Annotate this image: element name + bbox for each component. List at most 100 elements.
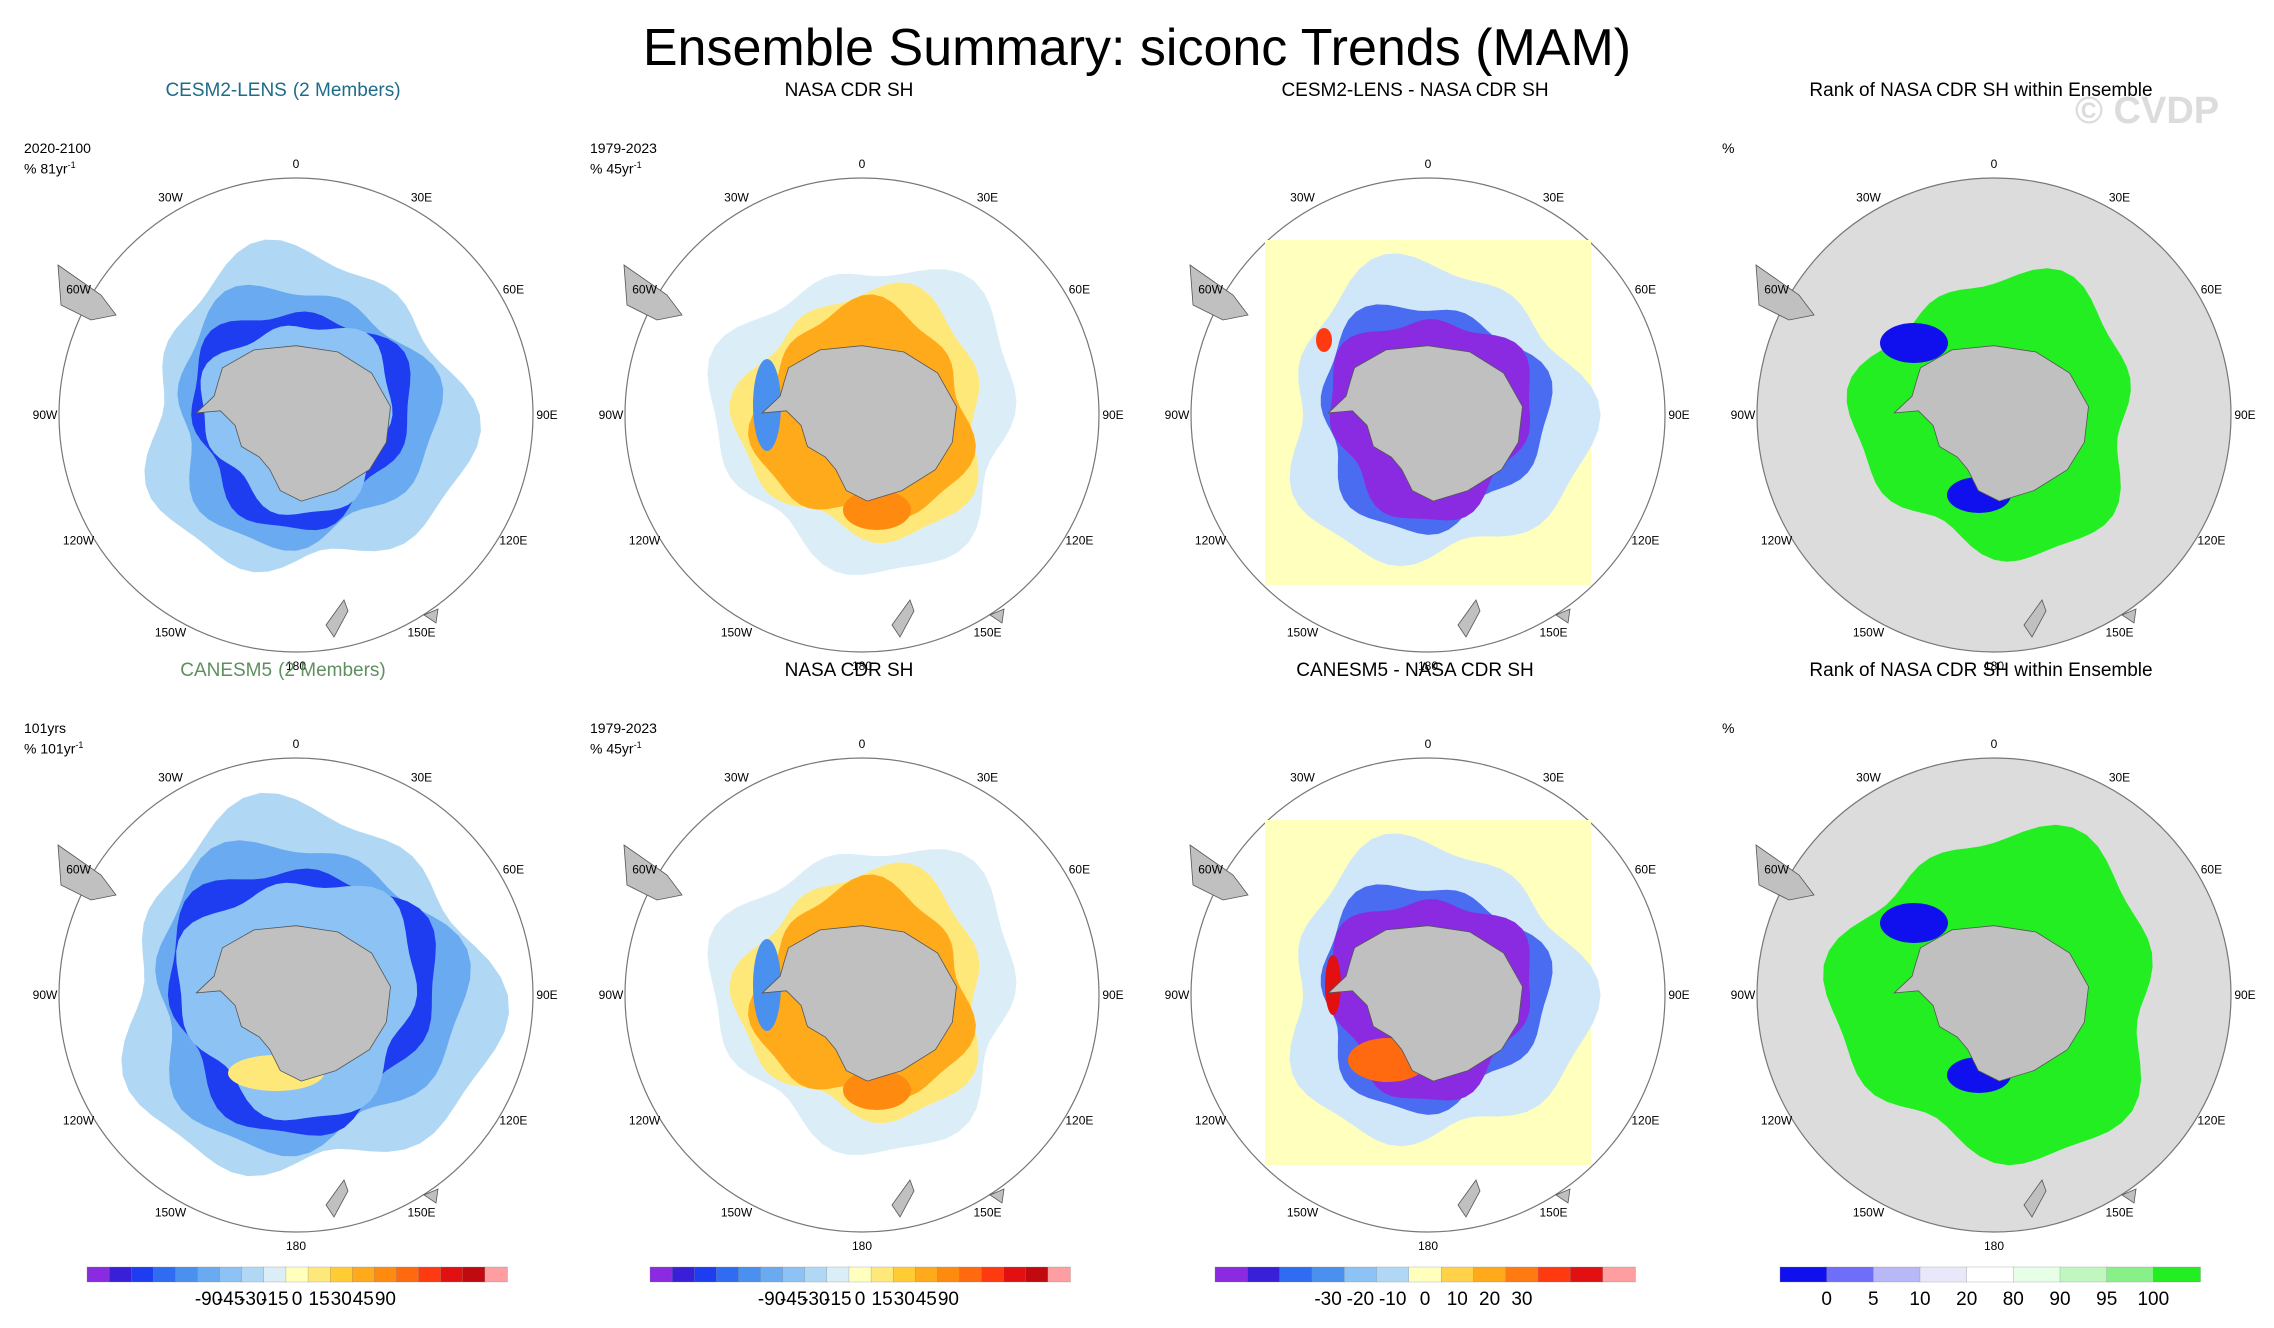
colorbar-difference: -30 -20 -10 0 10 20 30	[1210, 1262, 1640, 1322]
colorbar-swatch	[1966, 1266, 2014, 1283]
antarctica-landmass	[1893, 925, 2089, 1082]
longitude-label: 120W	[1761, 534, 1793, 548]
colorbar-swatch	[219, 1266, 243, 1283]
panel-title-main: CANESM5 - NASA CDR SH	[1296, 660, 1534, 681]
panel-title: Rank of NASA CDR SH within Ensemble	[1698, 80, 2264, 102]
panel-title: CESM2-LENS - NASA CDR SH	[1132, 80, 1698, 102]
longitude-label: 90W	[33, 988, 58, 1002]
south-america-landmass	[1755, 844, 1815, 901]
longitude-label: 150W	[1287, 1205, 1319, 1219]
south-america-landmass	[623, 844, 683, 901]
colorbar-swatch	[671, 1266, 695, 1283]
longitude-label: 60W	[1198, 863, 1223, 877]
diff-field	[1325, 955, 1341, 1015]
panel-info-line: 101yrs	[24, 720, 67, 736]
colorbar-swatch	[374, 1266, 398, 1283]
longitude-label: 30W	[158, 771, 183, 785]
longitude-label: 120E	[2197, 534, 2225, 548]
south-america-landmass	[1189, 264, 1249, 321]
colorbar-tick-label: 15	[872, 1289, 893, 1310]
colorbar-tick-label: -15	[261, 1289, 288, 1310]
colorbar-swatch	[462, 1266, 486, 1283]
colorbar-swatch	[418, 1266, 442, 1283]
polar-map: 0 30E 60E 90E 120E 150E 180 150W 120W 90W 60W 30W	[599, 157, 1124, 670]
longitude-label: 30E	[977, 771, 998, 785]
colorbar-tick-label: -90	[758, 1289, 785, 1310]
colorbar-tick-label: 5	[1868, 1289, 1879, 1310]
longitude-label: 60E	[503, 283, 524, 297]
rank-field	[1880, 903, 1948, 943]
panel-title: CANESM5 - NASA CDR SH	[1132, 660, 1698, 682]
colorbar-swatch	[1003, 1266, 1027, 1283]
longitude-label: 90E	[2234, 988, 2255, 1002]
longitude-label: 0	[859, 157, 866, 171]
longitude-label: 30E	[411, 771, 432, 785]
panel-title-main: Rank of NASA CDR SH within Ensemble	[1809, 80, 2153, 101]
longitude-label: 150E	[973, 1205, 1001, 1219]
colorbar-swatch	[86, 1266, 110, 1283]
panel-title-main: CANESM5	[180, 660, 273, 681]
longitude-label: 30W	[158, 191, 183, 205]
longitude-label: 150E	[973, 625, 1001, 639]
longitude-label: 90E	[536, 988, 557, 1002]
colorbar-swatch	[2013, 1266, 2061, 1283]
panel-title-members: (2 Members)	[292, 80, 401, 101]
longitude-label: 60E	[2201, 863, 2222, 877]
longitude-label: 60W	[66, 863, 91, 877]
south-america-landmass	[1755, 264, 1815, 321]
map-panel: 0 30E 60E 90E 120E 150E 180 150W 120W 90W 60W 30W CA…	[1132, 660, 1698, 1252]
polar-map: 0 30E 60E 90E 120E 150E 180 150W 120W 90W 60W 30W	[1731, 737, 2256, 1250]
panel-info-exponent: -1	[633, 740, 642, 750]
colorbar-tick-label: -20	[1347, 1289, 1374, 1310]
longitude-label: 150W	[1853, 1205, 1885, 1219]
longitude-label: 90E	[1102, 408, 1123, 422]
colorbar-swatch	[782, 1266, 806, 1283]
colorbar-tick-label: -15	[824, 1289, 851, 1310]
colorbar-tick-label: 0	[1821, 1289, 1832, 1310]
longitude-label: 30E	[977, 191, 998, 205]
panel-info-line: % 101yr-1	[24, 740, 84, 757]
longitude-label: 90W	[33, 408, 58, 422]
trend-field	[753, 359, 781, 451]
colorbar-swatch	[826, 1266, 850, 1283]
panel-info-line: 2020-2100	[24, 140, 91, 156]
colorbar-swatch	[694, 1266, 717, 1283]
antarctica-landmass	[1327, 925, 1523, 1082]
colorbar-swatch	[1311, 1266, 1345, 1283]
longitude-label: 180	[852, 659, 872, 670]
colorbar-tick-label: 20	[1956, 1289, 1977, 1310]
colorbar-swatch	[760, 1266, 784, 1283]
longitude-label: 0	[293, 157, 300, 171]
antarctica-landmass	[195, 925, 391, 1082]
new-zealand-landmass	[325, 1179, 349, 1218]
longitude-label: 60W	[1764, 863, 1789, 877]
longitude-label: 60E	[1635, 283, 1656, 297]
panel-title-main: NASA CDR SH	[784, 80, 914, 101]
colorbar-swatch	[131, 1266, 154, 1283]
map-panel: 0 30E 60E 90E 120E 150E 180 150W 120W 90W 60W 30W CE…	[1132, 80, 1698, 672]
colorbar-swatch	[175, 1266, 199, 1283]
colorbar-swatch	[285, 1266, 309, 1283]
longitude-label: 0	[1991, 157, 1998, 171]
antarctica-landmass	[195, 345, 391, 502]
colorbar-swatch	[870, 1266, 894, 1283]
panel-info: %	[1722, 140, 1734, 157]
south-america-landmass	[57, 844, 117, 901]
cvdp-watermark: © CVDP	[2075, 90, 2220, 132]
antarctica-landmass	[1893, 345, 2089, 502]
colorbar-tick-label: -90	[195, 1289, 222, 1310]
longitude-label: 0	[1425, 737, 1432, 751]
colorbar-swatch	[716, 1266, 740, 1283]
longitude-label: 180	[286, 1239, 306, 1250]
panel-info: 2020-2100 % 81yr-1	[24, 140, 91, 178]
colorbar-tick-label: 30	[1511, 1289, 1532, 1310]
colorbar-swatch	[649, 1266, 673, 1283]
longitude-label: 30W	[1290, 191, 1315, 205]
diff-field	[1316, 328, 1332, 352]
longitude-label: 30W	[1856, 771, 1881, 785]
new-zealand-landmass	[1457, 599, 1481, 638]
colorbar-swatch	[1570, 1266, 1604, 1283]
map-panel: 0 30E 60E 90E 120E 150E 180 150W 120W 90W 60W 30W Ra…	[1698, 80, 2264, 672]
longitude-label: 120E	[1065, 1114, 1093, 1128]
colorbar-tick-label: -45	[780, 1289, 807, 1310]
